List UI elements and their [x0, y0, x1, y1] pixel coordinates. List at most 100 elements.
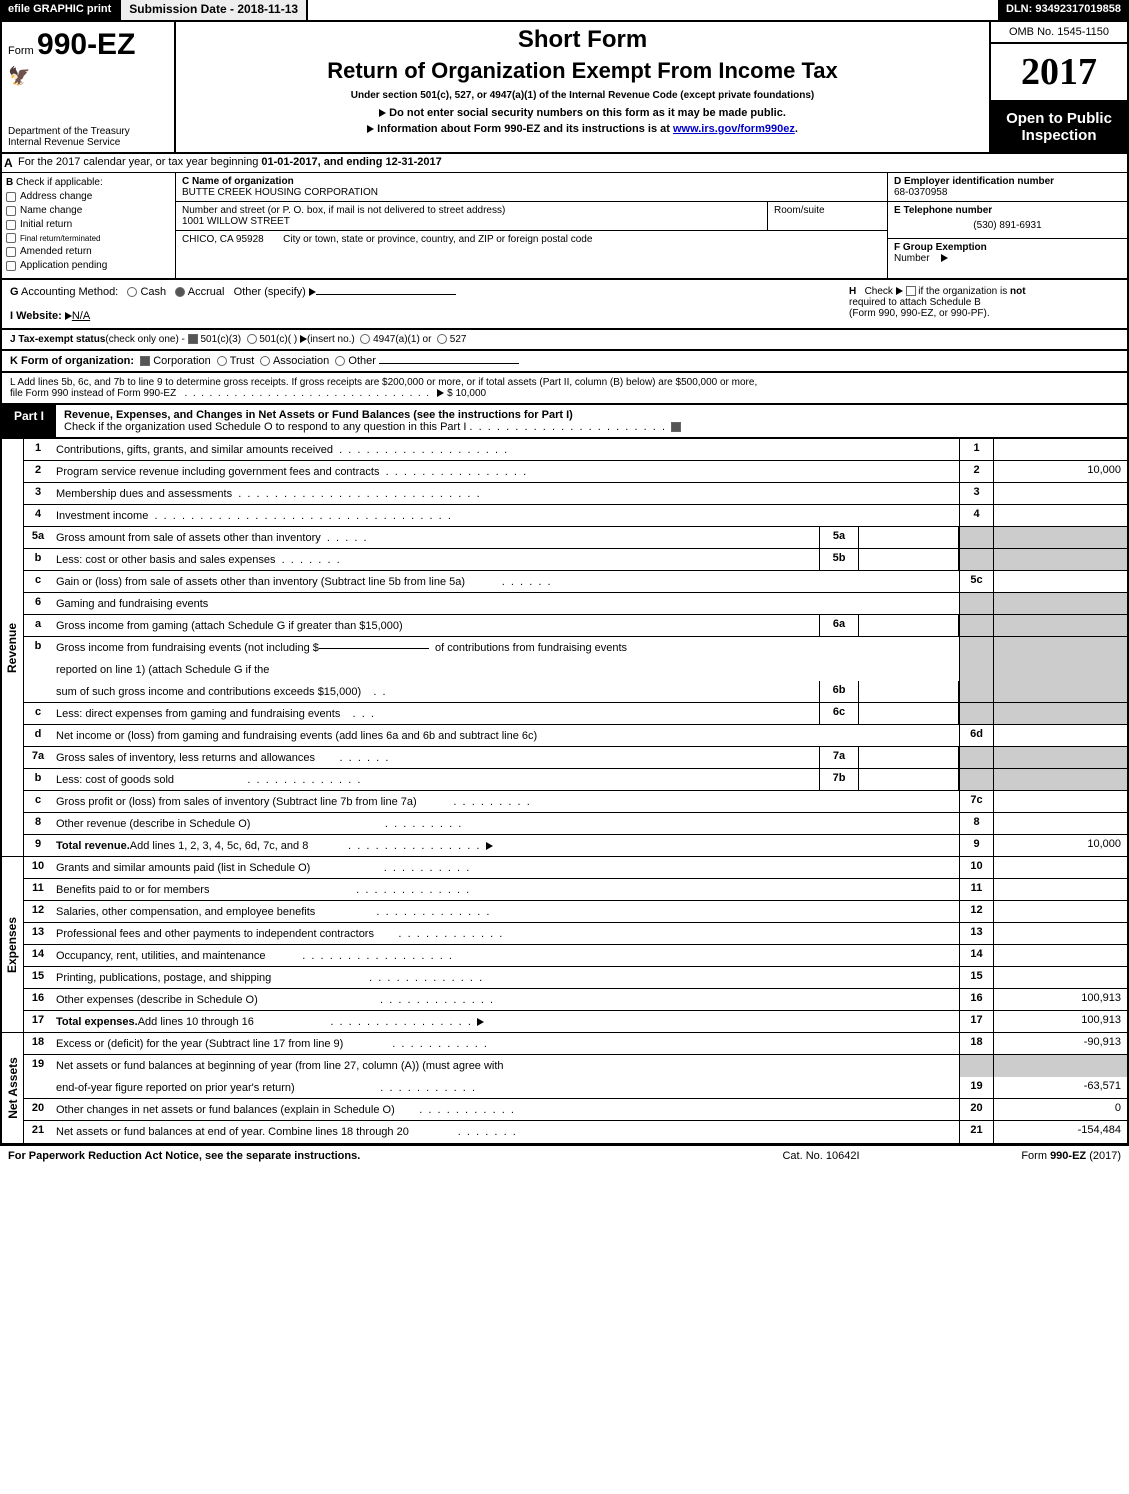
line-5b-rn	[959, 549, 993, 570]
check-if-heading: Check if applicable:	[16, 177, 103, 188]
accounting-method-row: G Accounting Method: Cash Accrual Other …	[0, 280, 1129, 330]
org-info-grid: B Check if applicable: Address change Na…	[0, 173, 1129, 280]
label-association: Association	[273, 355, 329, 367]
line-15-rv	[993, 967, 1127, 988]
h-check: Check	[865, 286, 893, 297]
label-e-phone: E Telephone number	[894, 205, 1121, 216]
line-6b-rn-3	[959, 681, 993, 702]
line-7c-rn: 7c	[959, 791, 993, 812]
checkbox-application-pending[interactable]	[6, 261, 16, 271]
radio-501c[interactable]	[247, 334, 257, 344]
h-text-3: required to attach Schedule B	[849, 297, 981, 308]
line-5a-desc: Gross amount from sale of assets other t…	[52, 527, 819, 548]
radio-association[interactable]	[260, 356, 270, 366]
label-b: B	[6, 177, 13, 188]
checkbox-amended-return[interactable]	[6, 247, 16, 257]
line-2-desc: Program service revenue including govern…	[52, 461, 959, 482]
checkbox-initial-return[interactable]	[6, 220, 16, 230]
line-14-desc: Occupancy, rent, utilities, and maintena…	[52, 945, 959, 966]
line-21-desc: Net assets or fund balances at end of ye…	[52, 1121, 959, 1143]
line-21-num: 21	[24, 1121, 52, 1143]
line-5a-rv	[993, 527, 1127, 548]
line-20-desc: Other changes in net assets or fund bala…	[52, 1099, 959, 1120]
net-assets-side-label: Net Assets	[2, 1033, 24, 1143]
line-11-desc: Benefits paid to or for members . . . . …	[52, 879, 959, 900]
radio-trust[interactable]	[217, 356, 227, 366]
line-7a-sv	[859, 747, 959, 768]
line-6a-rn	[959, 615, 993, 636]
dept-line-2: Internal Revenue Service	[8, 137, 130, 148]
line-5c: cGain or (loss) from sale of assets othe…	[24, 571, 1127, 593]
line-19-desc-1: Net assets or fund balances at beginning…	[52, 1055, 959, 1077]
line-9-num: 9	[24, 835, 52, 856]
footer-cat-no: Cat. No. 10642I	[721, 1150, 921, 1162]
checkbox-final-return[interactable]	[6, 233, 16, 243]
radio-527[interactable]	[437, 334, 447, 344]
radio-cash[interactable]	[127, 287, 137, 297]
radio-other-org[interactable]	[335, 356, 345, 366]
line-1: 1Contributions, gifts, grants, and simil…	[24, 439, 1127, 461]
line-18-desc: Excess or (deficit) for the year (Subtra…	[52, 1033, 959, 1054]
line-7c: cGross profit or (loss) from sales of in…	[24, 791, 1127, 813]
label-f-group: F Group Exemption	[894, 242, 987, 253]
check-if-column: B Check if applicable: Address change Na…	[2, 173, 176, 278]
line-7b: bLess: cost of goods sold . . . . . . . …	[24, 769, 1127, 791]
line-6d-num: d	[24, 725, 52, 746]
dept-line-1: Department of the Treasury	[8, 126, 130, 137]
radio-accrual[interactable]	[175, 287, 185, 297]
checkbox-address-change[interactable]	[6, 192, 16, 202]
line-21-rv: -154,484	[993, 1121, 1127, 1143]
efile-print-button[interactable]: efile GRAPHIC print	[0, 0, 119, 22]
arrow-icon	[437, 389, 444, 397]
gross-receipts-row: L Add lines 5b, 6c, and 7b to line 9 to …	[0, 373, 1129, 405]
line-16-desc: Other expenses (describe in Schedule O) …	[52, 989, 959, 1010]
line-19-2: end-of-year figure reported on prior yea…	[24, 1077, 1127, 1099]
arrow-icon	[309, 288, 316, 296]
line-13-rv	[993, 923, 1127, 944]
line-6b-desc-1: Gross income from fundraising events (no…	[52, 637, 959, 659]
line-12-rn: 12	[959, 901, 993, 922]
label-city: City or town, state or province, country…	[283, 234, 592, 245]
line-3: 3Membership dues and assessments . . . .…	[24, 483, 1127, 505]
label-initial-return: Initial return	[20, 219, 72, 230]
radio-4947[interactable]	[360, 334, 370, 344]
phone-cell: E Telephone number (530) 891-6931	[888, 202, 1127, 239]
submission-date: Submission Date - 2018-11-13	[119, 0, 308, 22]
line-6c-sb: 6c	[819, 703, 859, 724]
line-2-rv: 10,000	[993, 461, 1127, 482]
line-5c-desc: Gain or (loss) from sale of assets other…	[52, 571, 959, 592]
label-name-change: Name change	[20, 205, 82, 216]
line-18: 18Excess or (deficit) for the year (Subt…	[24, 1033, 1127, 1055]
warn-1-text: Do not enter social security numbers on …	[389, 107, 786, 119]
l-amount: $ 10,000	[447, 388, 486, 399]
form-of-organization-row: K Form of organization: Corporation Trus…	[0, 351, 1129, 373]
line-4: 4Investment income . . . . . . . . . . .…	[24, 505, 1127, 527]
org-city: CHICO, CA 95928	[182, 234, 264, 245]
part-1-label: Part I	[2, 405, 56, 437]
checkbox-schedule-o[interactable]	[671, 422, 681, 432]
checkbox-corporation[interactable]	[140, 356, 150, 366]
line-6a-desc: Gross income from gaming (attach Schedul…	[52, 615, 819, 636]
line-7a-rn	[959, 747, 993, 768]
checkbox-h-schedule-b[interactable]	[906, 286, 916, 296]
footer-left: For Paperwork Reduction Act Notice, see …	[8, 1150, 721, 1162]
line-8-rn: 8	[959, 813, 993, 834]
line-21: 21Net assets or fund balances at end of …	[24, 1121, 1127, 1143]
label-4947: 4947(a)(1) or	[373, 334, 431, 345]
line-5b-rv	[993, 549, 1127, 570]
period-mid: , and ending	[318, 156, 386, 168]
line-5c-rn: 5c	[959, 571, 993, 592]
label-501c: 501(c)( )	[259, 334, 297, 345]
footer-form-id: Form 990-EZ (2017)	[921, 1150, 1121, 1162]
group-exemption-cell: F Group Exemption Number	[888, 239, 1127, 278]
checkbox-name-change[interactable]	[6, 206, 16, 216]
line-6c-desc: Less: direct expenses from gaming and fu…	[52, 703, 819, 724]
line-13-rn: 13	[959, 923, 993, 944]
other-method-blank	[316, 294, 456, 295]
instructions-link[interactable]: www.irs.gov/form990ez	[673, 123, 795, 135]
open-line-1: Open to Public	[995, 110, 1123, 127]
org-address-cell: Number and street (or P. O. box, if mail…	[176, 202, 767, 230]
checkbox-501c3[interactable]	[188, 334, 198, 344]
line-7b-rv	[993, 769, 1127, 790]
period-text: For the 2017 calendar year, or tax year …	[16, 154, 1127, 172]
